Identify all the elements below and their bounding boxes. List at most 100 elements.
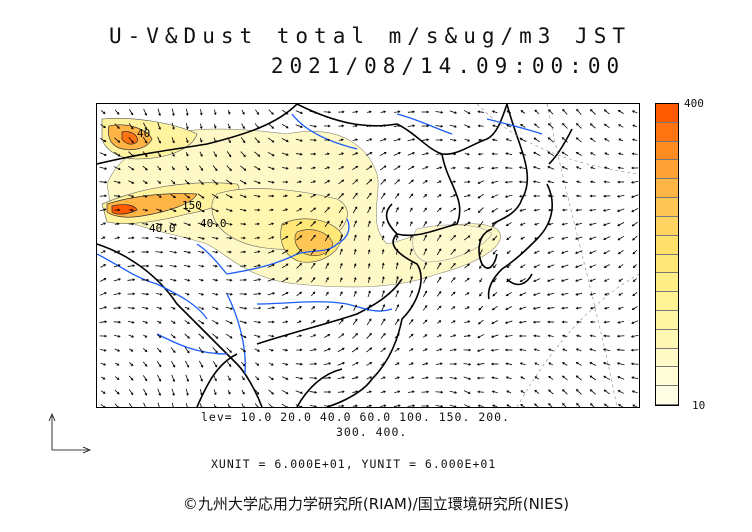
wind-arrow-head bbox=[201, 250, 205, 254]
wind-arrow bbox=[267, 151, 275, 157]
wind-arrow-head bbox=[299, 208, 303, 211]
wind-arrow bbox=[128, 194, 134, 198]
wind-arrow-head bbox=[299, 348, 303, 352]
wind-arrow bbox=[618, 124, 624, 128]
wind-arrow-head bbox=[561, 166, 565, 169]
wind-arrow-head bbox=[603, 109, 607, 112]
wind-arrow-head bbox=[230, 209, 233, 212]
wind-arrow-head bbox=[425, 166, 429, 169]
wind-arrow-head bbox=[412, 404, 416, 407]
wind-arrow-head bbox=[519, 209, 523, 212]
wind-arrow-head bbox=[477, 321, 481, 325]
colorbar-segment bbox=[656, 216, 678, 236]
wind-arrow bbox=[213, 137, 217, 143]
wind-arrow-head bbox=[354, 220, 357, 224]
wind-arrow-head bbox=[328, 376, 332, 380]
wind-arrow bbox=[198, 306, 204, 310]
wind-arrow-head bbox=[476, 376, 480, 380]
wind-arrow-head bbox=[146, 278, 150, 282]
wind-arrow-head bbox=[131, 208, 134, 212]
wind-arrow-head bbox=[172, 306, 176, 310]
dust-wind-map: 40 150 40.0 40.0 bbox=[96, 103, 640, 408]
wind-arrow-head bbox=[158, 364, 162, 368]
wind-arrow-head bbox=[424, 194, 428, 197]
wind-arrow-head bbox=[506, 251, 510, 254]
wind-arrow bbox=[114, 236, 120, 240]
wind-arrow-head bbox=[575, 237, 578, 240]
wind-arrow bbox=[575, 292, 583, 296]
wind-arrow-head bbox=[272, 292, 276, 295]
wind-arrow bbox=[519, 195, 527, 197]
wind-arrow-head bbox=[298, 320, 302, 324]
wind-arrow-head bbox=[454, 111, 458, 114]
wind-arrow bbox=[394, 193, 400, 199]
wind-arrow bbox=[547, 278, 555, 282]
wind-arrow bbox=[127, 251, 135, 253]
wind-arrow bbox=[254, 151, 260, 157]
wind-arrow-head bbox=[490, 362, 494, 366]
wind-arrow-head bbox=[398, 404, 401, 407]
wind-arrow bbox=[618, 264, 624, 268]
wind-arrow-head bbox=[603, 279, 607, 282]
wind-arrow-head bbox=[118, 278, 121, 281]
wind-arrow-head bbox=[355, 138, 359, 142]
wind-arrow-head bbox=[561, 251, 564, 254]
wind-arrow-head bbox=[187, 278, 191, 282]
wind-arrow bbox=[281, 376, 289, 380]
wind-arrow bbox=[478, 305, 484, 311]
wind-arrow bbox=[114, 195, 120, 197]
wind-arrow bbox=[296, 235, 302, 241]
wind-arrow bbox=[366, 347, 372, 353]
wind-arrow bbox=[142, 208, 148, 212]
wind-arrow bbox=[157, 388, 161, 396]
wind-arrow-head bbox=[286, 405, 288, 407]
colorbar-segment bbox=[656, 254, 678, 274]
wind-arrow bbox=[366, 165, 372, 171]
wind-arrow-head bbox=[285, 263, 289, 267]
wind-arrow-head bbox=[590, 306, 593, 310]
wind-arrow-head bbox=[519, 152, 522, 155]
wind-arrow-head bbox=[314, 405, 317, 407]
wind-arrow bbox=[478, 193, 484, 199]
wind-arrow-head bbox=[396, 289, 399, 293]
wind-arrow-head bbox=[202, 209, 205, 213]
wind-arrow-head bbox=[440, 138, 444, 142]
wind-arrow-head bbox=[299, 306, 302, 309]
wind-arrow-head bbox=[328, 362, 332, 365]
wind-arrow bbox=[449, 390, 457, 394]
wind-arrow bbox=[352, 111, 358, 113]
wind-arrow-head bbox=[504, 348, 508, 352]
wind-arrow bbox=[114, 389, 120, 395]
wind-arrow-head bbox=[285, 208, 289, 212]
wind-arrow bbox=[520, 278, 526, 282]
wind-arrow-head bbox=[214, 154, 217, 158]
wind-arrow bbox=[200, 123, 202, 129]
wind-arrow-head bbox=[368, 318, 372, 322]
wind-arrow bbox=[477, 334, 485, 338]
wind-arrow-head bbox=[242, 140, 246, 144]
contour-levels: lev= 10.0 20.0 40.0 60.0 100. 150. 200. bbox=[201, 410, 511, 424]
wind-arrow-head bbox=[214, 364, 218, 368]
wind-arrow-head bbox=[326, 291, 329, 295]
wind-arrow-head bbox=[158, 321, 162, 324]
wind-arrow bbox=[505, 194, 513, 198]
wind-arrow-head bbox=[453, 234, 456, 238]
wind-arrow bbox=[590, 137, 596, 143]
wind-arrow bbox=[157, 402, 160, 407]
wind-arrow-head bbox=[369, 362, 373, 365]
wind-arrow-head bbox=[200, 154, 203, 157]
wind-arrow-head bbox=[103, 208, 107, 212]
wind-arrow bbox=[395, 304, 399, 312]
wind-arrow-head bbox=[132, 306, 136, 310]
wind-arrow-head bbox=[158, 349, 162, 353]
wind-arrow bbox=[422, 305, 428, 311]
wind-arrow-head bbox=[146, 236, 149, 240]
wind-arrow-head bbox=[244, 195, 247, 198]
wind-arrow-head bbox=[397, 376, 400, 380]
wind-arrow bbox=[170, 279, 176, 281]
wind-arrow bbox=[589, 375, 597, 381]
wind-arrow bbox=[562, 389, 568, 395]
wind-arrow-head bbox=[201, 196, 205, 199]
wind-arrow-head bbox=[271, 334, 275, 338]
wind-arrow-head bbox=[506, 237, 509, 241]
